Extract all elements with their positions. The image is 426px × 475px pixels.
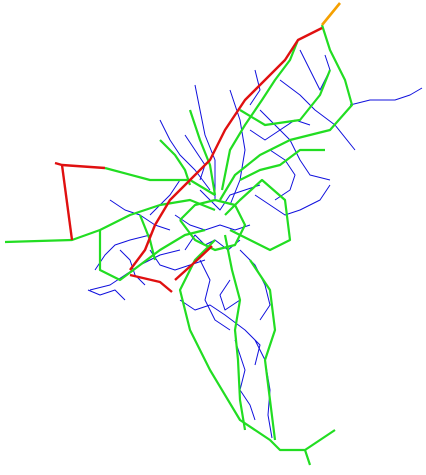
minor-roads	[87, 49, 423, 439]
minor-road	[249, 119, 311, 141]
minor-road	[94, 234, 151, 271]
main-road	[223, 234, 247, 431]
main-road	[178, 239, 336, 452]
main-road	[249, 259, 277, 441]
main-road	[219, 24, 354, 201]
highway	[129, 273, 173, 293]
minor-road	[254, 184, 331, 216]
main-road	[179, 198, 247, 252]
main-road	[239, 69, 332, 127]
minor-road	[219, 279, 241, 311]
main-road	[220, 39, 300, 191]
minor-road	[259, 109, 331, 181]
main-road	[224, 178, 292, 252]
minor-road	[179, 299, 261, 366]
minor-road	[254, 339, 273, 439]
highway	[174, 245, 213, 281]
main-roads	[4, 24, 354, 466]
main-road	[98, 228, 206, 282]
minor-road	[249, 69, 261, 106]
highway-link	[320, 2, 342, 26]
main-road	[303, 449, 312, 466]
highway	[129, 26, 323, 271]
minor-road	[299, 49, 331, 91]
minor-road	[149, 179, 181, 216]
main-road	[188, 109, 217, 196]
main-road	[104, 166, 216, 196]
minor-road	[199, 259, 231, 331]
minor-road	[159, 119, 211, 191]
main-road	[159, 139, 192, 186]
minor-road	[184, 134, 206, 181]
minor-road	[229, 89, 246, 206]
highways	[54, 2, 342, 293]
minor-road	[194, 84, 216, 200]
minor-road	[349, 87, 423, 106]
main-road	[239, 148, 325, 181]
minor-road	[174, 214, 251, 231]
minor-road	[87, 289, 126, 301]
highway	[60, 164, 74, 241]
minor-road	[269, 149, 296, 201]
minor-road	[279, 79, 356, 151]
